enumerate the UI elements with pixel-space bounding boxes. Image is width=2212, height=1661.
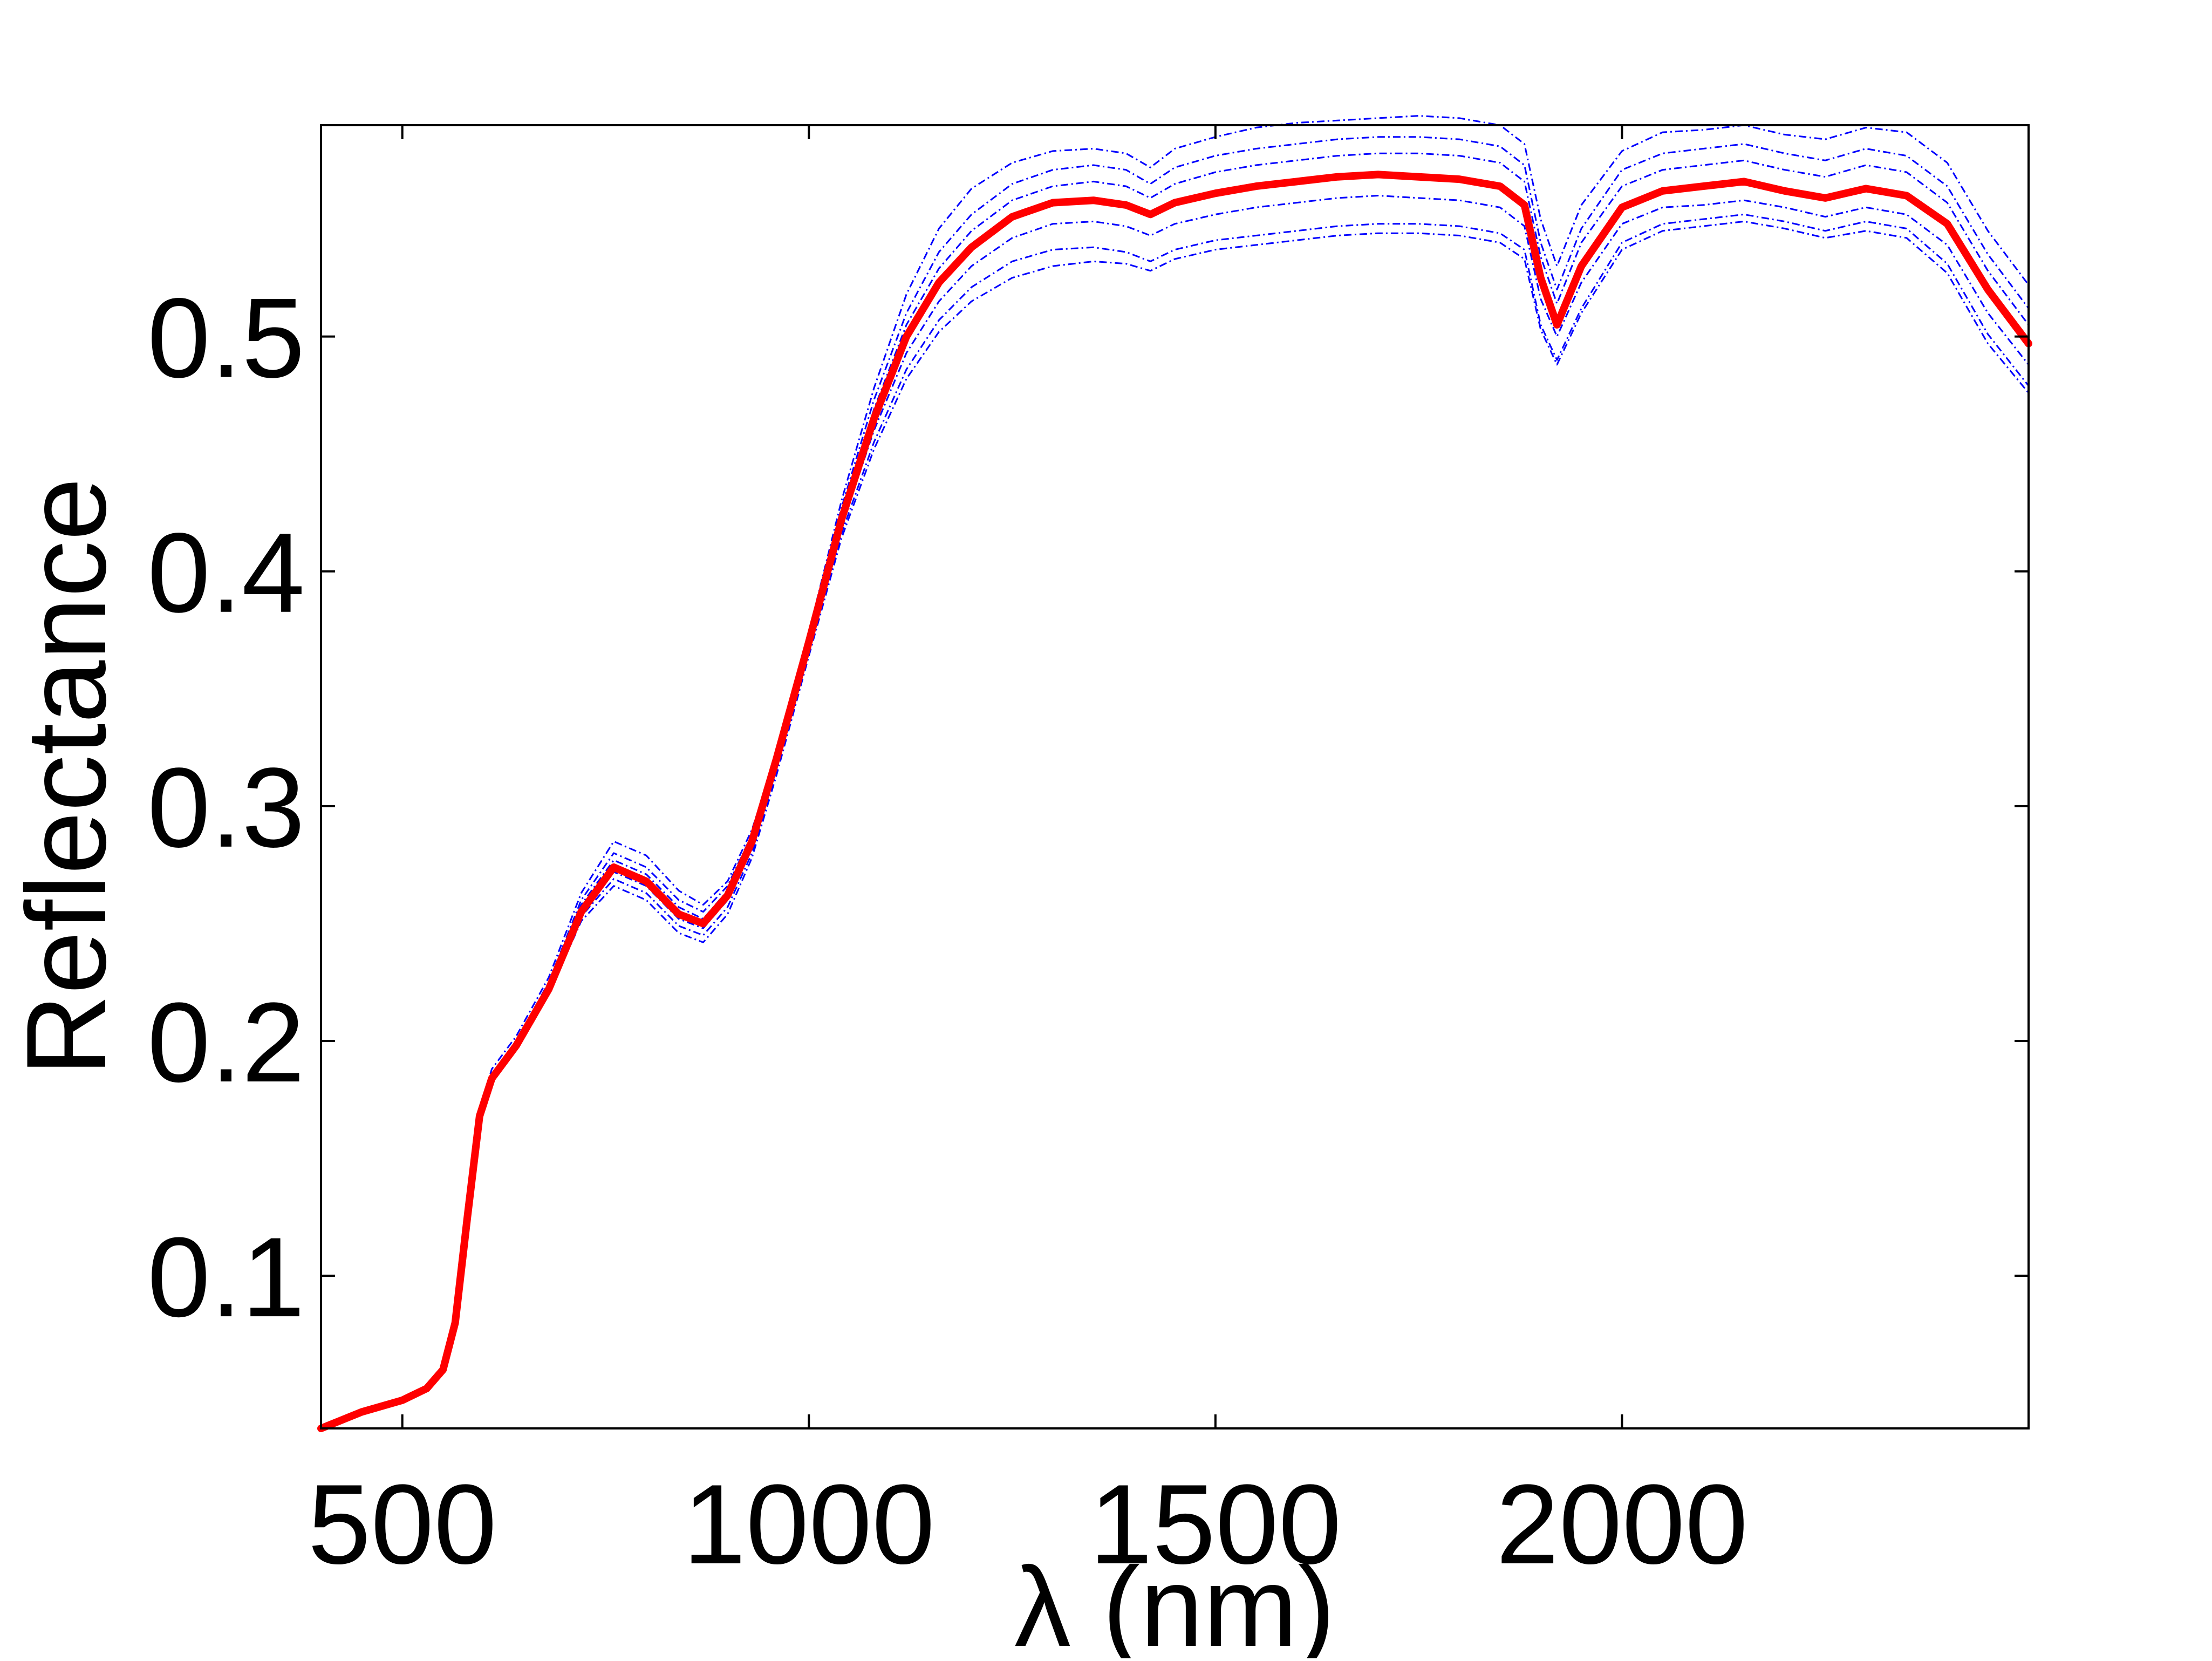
y-tick-label-0.5: 0.5 [147,275,305,401]
y-axis-title: Reflectance [3,478,129,1076]
y-tick-label-0.4: 0.4 [147,509,305,636]
sample-series-line-1 [320,115,2030,1429]
axis-ticks-group: 500 1000 1500 2000 0.1 0.2 0.3 0.4 0.5 [147,125,2029,1588]
sample-series-line-6 [320,220,2030,1429]
y-tick-label-0.1: 0.1 [147,1214,305,1340]
mean-series-line [317,171,2032,1432]
x-tick-label-500: 500 [308,1461,497,1588]
y-tick-label-0.2: 0.2 [147,979,305,1106]
sample-series-line-5 [320,213,2030,1429]
sample-series-group [320,115,2030,1429]
plot-area-frame [320,124,2030,1429]
x-tick-label-2000: 2000 [1496,1461,1748,1588]
sample-series-line-3 [320,152,2030,1429]
x-axis-title: λ (nm) [1014,1543,1335,1658]
x-tick-label-1500: 1500 [1089,1461,1341,1588]
sample-series-line-4 [320,195,2030,1429]
mean-series-group [317,171,2032,1432]
sample-series-line-2 [320,136,2030,1429]
x-tick-label-1000: 1000 [683,1461,935,1588]
y-tick-label-0.3: 0.3 [147,744,305,871]
